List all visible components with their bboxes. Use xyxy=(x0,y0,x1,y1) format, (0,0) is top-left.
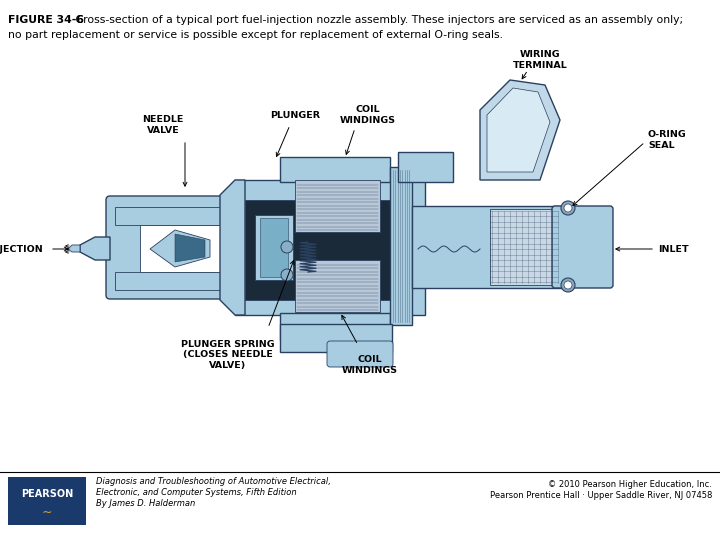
Bar xyxy=(280,157,390,182)
Bar xyxy=(140,225,220,272)
Text: INJECTION: INJECTION xyxy=(0,245,43,253)
Bar xyxy=(260,218,288,277)
Bar xyxy=(390,167,412,325)
Bar xyxy=(115,272,235,290)
Polygon shape xyxy=(80,237,110,260)
Text: PLUNGER: PLUNGER xyxy=(270,111,320,119)
Text: PLUNGER SPRING
(CLOSES NEEDLE
VALVE): PLUNGER SPRING (CLOSES NEEDLE VALVE) xyxy=(181,340,275,370)
Circle shape xyxy=(564,204,572,212)
Text: PEARSON: PEARSON xyxy=(21,489,73,499)
Text: ∼: ∼ xyxy=(42,505,53,518)
Polygon shape xyxy=(245,200,390,300)
Polygon shape xyxy=(68,245,80,252)
Circle shape xyxy=(561,278,575,292)
Text: no part replacement or service is possible except for replacement of external O-: no part replacement or service is possib… xyxy=(8,30,503,40)
Text: COIL
WINDINGS: COIL WINDINGS xyxy=(340,105,396,125)
Circle shape xyxy=(281,269,293,281)
Bar xyxy=(8,477,86,525)
Bar xyxy=(115,207,235,225)
FancyBboxPatch shape xyxy=(327,341,393,367)
Text: O-RING
SEAL: O-RING SEAL xyxy=(648,130,687,150)
Circle shape xyxy=(281,241,293,253)
Polygon shape xyxy=(220,180,245,315)
Text: Diagnosis and Troubleshooting of Automotive Electrical,: Diagnosis and Troubleshooting of Automot… xyxy=(96,477,331,486)
Text: Electronic, and Computer Systems, Fifth Edition: Electronic, and Computer Systems, Fifth … xyxy=(96,488,297,497)
Bar xyxy=(295,180,380,232)
Circle shape xyxy=(561,201,575,215)
Text: COIL
WINDINGS: COIL WINDINGS xyxy=(342,355,398,375)
Text: NEEDLE
VALVE: NEEDLE VALVE xyxy=(143,116,184,134)
Text: By James D. Halderman: By James D. Halderman xyxy=(96,499,195,508)
Text: Cross-section of a typical port fuel-injection nozzle assembly. These injectors : Cross-section of a typical port fuel-inj… xyxy=(72,15,683,25)
Bar xyxy=(398,152,453,182)
FancyBboxPatch shape xyxy=(106,196,244,299)
Polygon shape xyxy=(175,234,205,262)
Text: WIRING
TERMINAL: WIRING TERMINAL xyxy=(513,50,567,70)
Bar xyxy=(295,260,380,312)
Text: © 2010 Pearson Higher Education, Inc.: © 2010 Pearson Higher Education, Inc. xyxy=(548,480,712,489)
Polygon shape xyxy=(480,80,560,180)
Bar xyxy=(280,313,390,340)
Bar xyxy=(235,180,425,315)
Bar xyxy=(280,324,392,352)
Circle shape xyxy=(564,281,572,289)
Text: Pearson Prentice Hall · Upper Saddle River, NJ 07458: Pearson Prentice Hall · Upper Saddle Riv… xyxy=(490,491,712,500)
Bar xyxy=(255,215,293,280)
Polygon shape xyxy=(487,88,550,172)
Bar xyxy=(490,209,560,285)
Bar xyxy=(412,206,572,288)
FancyBboxPatch shape xyxy=(552,206,613,288)
Text: FIGURE 34-6: FIGURE 34-6 xyxy=(8,15,84,25)
Polygon shape xyxy=(150,230,210,267)
Text: INLET: INLET xyxy=(658,245,688,253)
